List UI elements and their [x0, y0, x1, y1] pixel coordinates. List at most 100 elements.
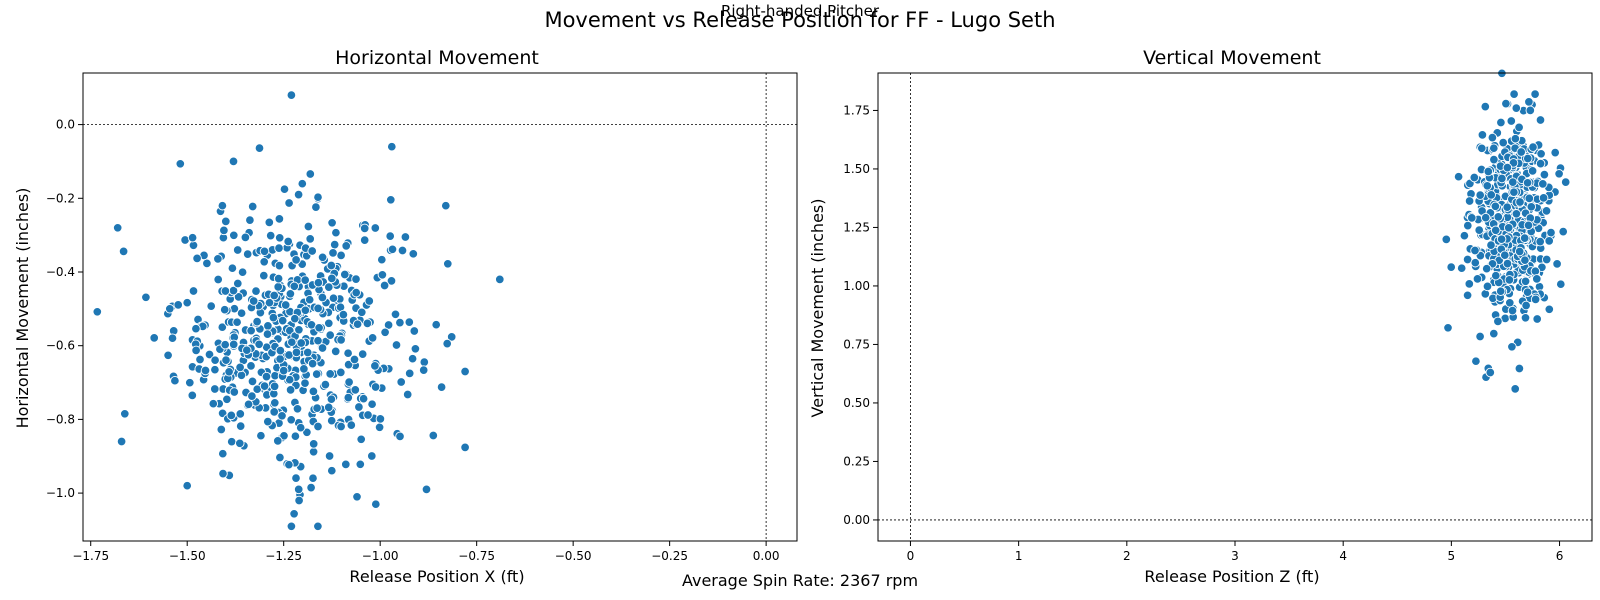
- data-point: [362, 318, 373, 329]
- data-point: [1535, 158, 1546, 169]
- data-point: [221, 216, 231, 227]
- vertical-movement-ytick-label: 1.00: [843, 279, 870, 293]
- data-point: [1480, 101, 1491, 112]
- data-point: [227, 263, 238, 273]
- data-point: [1514, 246, 1525, 257]
- data-point: [1502, 258, 1513, 269]
- data-point: [370, 223, 381, 233]
- data-point: [278, 365, 289, 376]
- data-point: [1477, 130, 1488, 140]
- data-point: [182, 480, 192, 491]
- data-point: [217, 322, 228, 332]
- data-point: [1470, 245, 1480, 256]
- data-point: [1481, 263, 1492, 274]
- data-point: [191, 345, 201, 356]
- data-point: [386, 195, 396, 205]
- data-point: [254, 143, 265, 153]
- data-point: [200, 365, 211, 376]
- data-point: [387, 244, 398, 255]
- data-point: [284, 198, 294, 208]
- data-point: [1535, 236, 1545, 247]
- data-point: [324, 282, 334, 292]
- horizontal-movement-xlabel: Release Position X (ft): [349, 567, 524, 586]
- data-point: [1467, 213, 1477, 223]
- horizontal-movement-points: [92, 90, 505, 532]
- data-point: [1523, 220, 1534, 231]
- data-point: [313, 521, 323, 532]
- data-point: [385, 231, 395, 241]
- data-point: [277, 411, 287, 421]
- data-point: [326, 394, 337, 404]
- data-point: [1496, 117, 1506, 128]
- data-point: [210, 364, 220, 375]
- data-point: [1489, 154, 1499, 165]
- data-point: [254, 339, 264, 350]
- vertical-movement-xtick-label: 3: [1231, 549, 1239, 563]
- data-point: [408, 249, 419, 259]
- data-point: [287, 337, 297, 347]
- data-point: [1459, 230, 1470, 241]
- data-point: [1552, 259, 1562, 269]
- data-point: [1507, 305, 1518, 316]
- data-point: [312, 403, 322, 413]
- data-point: [220, 286, 231, 296]
- data-point: [308, 447, 319, 457]
- data-point: [293, 189, 304, 200]
- vertical-movement-ytick-label: 0.50: [843, 396, 870, 410]
- data-point: [1538, 179, 1548, 189]
- data-point: [289, 509, 299, 519]
- data-point: [421, 484, 432, 495]
- data-point: [344, 377, 354, 387]
- data-point: [436, 382, 447, 392]
- data-point: [326, 260, 337, 271]
- data-point: [1464, 196, 1475, 206]
- data-point: [210, 355, 220, 365]
- data-point: [286, 521, 297, 532]
- data-point: [387, 141, 397, 152]
- data-point: [187, 232, 198, 243]
- data-point: [1474, 225, 1484, 235]
- data-point: [386, 276, 397, 286]
- data-point: [377, 270, 388, 280]
- data-point: [313, 192, 323, 202]
- data-point: [1497, 173, 1507, 184]
- data-point: [1527, 166, 1538, 176]
- vertical-movement-ytick-label: 1.25: [843, 220, 870, 234]
- data-point: [317, 343, 328, 353]
- data-point: [313, 421, 323, 432]
- data-point: [327, 465, 337, 476]
- data-point: [395, 317, 405, 328]
- data-point: [229, 230, 239, 241]
- data-point: [1520, 276, 1531, 287]
- data-point: [351, 287, 361, 298]
- data-point: [259, 257, 269, 267]
- vertical-movement-ylabel: Vertical Movement (inches): [808, 199, 827, 418]
- data-point: [1464, 279, 1475, 289]
- data-point: [374, 422, 385, 433]
- data-point: [336, 421, 346, 432]
- vertical-movement-ytick-label: 1.50: [843, 162, 870, 176]
- data-point: [1546, 227, 1556, 238]
- data-point: [1507, 342, 1517, 352]
- horizontal-movement-xtick-label: −0.75: [458, 549, 495, 563]
- data-point: [1493, 316, 1503, 327]
- data-point: [1509, 187, 1519, 197]
- data-point: [323, 402, 334, 413]
- data-point: [409, 326, 420, 336]
- data-point: [370, 382, 381, 392]
- data-point: [367, 333, 378, 343]
- data-point: [363, 410, 373, 420]
- data-point: [1530, 89, 1540, 99]
- data-point: [308, 386, 319, 397]
- data-point: [1446, 262, 1456, 272]
- horizontal-movement-xtick-label: −0.50: [555, 549, 592, 563]
- data-point: [1453, 171, 1464, 182]
- horizontal-movement-xtick-label: 0.00: [753, 549, 780, 563]
- data-point: [1456, 263, 1467, 273]
- data-point: [404, 317, 415, 327]
- data-point: [410, 344, 421, 354]
- horizontal-movement-ytick-label: −0.8: [46, 412, 75, 426]
- data-point: [338, 309, 349, 320]
- data-point: [236, 308, 247, 318]
